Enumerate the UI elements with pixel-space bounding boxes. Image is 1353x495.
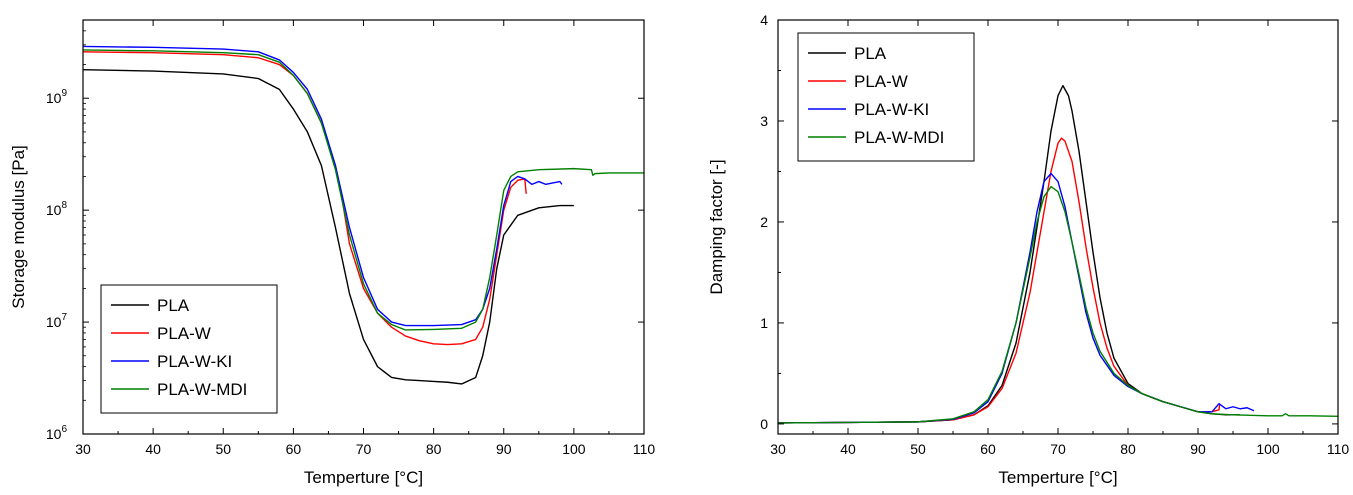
y-tick-base: 10 [46, 314, 62, 330]
x-axis-label: Temperture [°C] [304, 468, 423, 487]
legend-label-pla-w: PLA-W [157, 324, 211, 343]
legend-label-pla-w-ki: PLA-W-KI [854, 100, 929, 119]
series-line-pla-w-mdi [83, 49, 644, 331]
damping-factor-chart: 30 40 50 60 70 80 90 100 110 0 1 2 3 4 Temperture [°C]… [707, 12, 1349, 487]
x-tick-label: 60 [980, 441, 996, 457]
series-line-pla-w [83, 51, 527, 346]
legend-label-pla-w-ki: PLA-W-KI [157, 352, 232, 371]
x-tick-label: 90 [496, 441, 512, 457]
x-tick-label: 80 [426, 441, 442, 457]
x-tick-label: 50 [215, 441, 231, 457]
x-tick-label: 30 [770, 441, 786, 457]
y-axis-label: Storage modulus [Pa] [9, 145, 28, 308]
legend-label-pla-w: PLA-W [854, 72, 908, 91]
x-axis-label: Temperture [°C] [998, 468, 1117, 487]
y-tick-exponent: 8 [61, 200, 67, 211]
x-tick-label: 50 [910, 441, 926, 457]
x-tick-label: 70 [356, 441, 372, 457]
y-tick-label: 109 [46, 88, 68, 106]
legend-label-pla-w-mdi: PLA-W-MDI [157, 380, 247, 399]
legend-label-pla: PLA [854, 44, 887, 63]
y-tick-base: 10 [46, 90, 62, 106]
series-line-pla-w-ki [83, 45, 563, 327]
x-tick-label: 30 [75, 441, 91, 457]
y-tick-base: 10 [46, 426, 62, 442]
y-tick-label: 106 [46, 424, 68, 442]
y-axis-label: Damping factor [-] [707, 159, 726, 294]
y-tick-exponent: 6 [61, 424, 67, 435]
y-tick-label: 0 [760, 416, 768, 432]
y-tick-exponent: 9 [61, 88, 67, 99]
series-line-pla [83, 68, 574, 385]
x-tick-label: 40 [840, 441, 856, 457]
x-tick-label: 80 [1120, 441, 1136, 457]
storage-modulus-chart: 30 40 50 60 70 80 90 100 110106107108109Tempertu… [9, 19, 656, 487]
legend-box [100, 284, 278, 414]
x-tick-label: 40 [145, 441, 161, 457]
series-line-pla-w-ki [778, 172, 1255, 424]
x-tick-label: 110 [633, 441, 656, 457]
x-tick-label: 70 [1050, 441, 1066, 457]
y-tick-label: 107 [46, 312, 68, 330]
y-tick-exponent: 7 [61, 312, 67, 323]
legend-label-pla: PLA [157, 296, 190, 315]
y-tick-base: 10 [46, 202, 62, 218]
x-tick-label: 90 [1190, 441, 1206, 457]
x-tick-label: 100 [1256, 441, 1280, 457]
y-tick-label: 4 [760, 12, 768, 28]
legend: PLA PLA-W PLA-W-KI PLA-W-MDI [100, 284, 278, 414]
y-tick-label: 3 [760, 113, 768, 129]
y-tick-label: 1 [760, 315, 768, 331]
x-tick-label: 110 [1327, 441, 1350, 457]
legend: PLA PLA-W PLA-W-KI PLA-W-MDI [797, 32, 975, 162]
legend-box [797, 32, 975, 162]
x-tick-label: 100 [562, 441, 586, 457]
x-tick-label: 60 [286, 441, 302, 457]
y-tick-label: 108 [46, 200, 68, 218]
y-tick-label: 2 [760, 214, 768, 230]
series-line-pla-w-mdi [778, 185, 1338, 424]
legend-label-pla-w-mdi: PLA-W-MDI [854, 128, 944, 147]
